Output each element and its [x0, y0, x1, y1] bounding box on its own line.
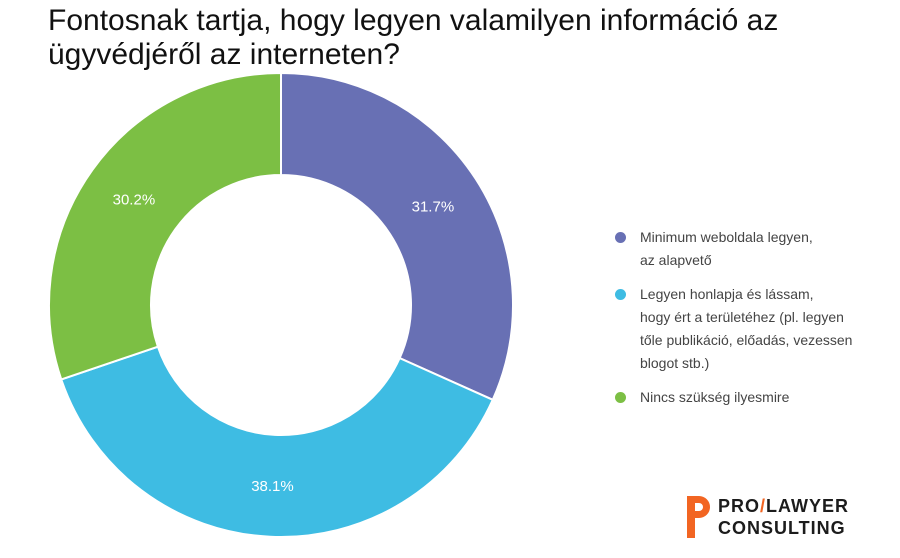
logo-wordmark: PRO/LAWYER CONSULTING — [718, 495, 849, 539]
chart-title-line-1: Fontosnak tartja, hogy legyen valamilyen… — [48, 4, 779, 37]
logo-pro: PRO — [718, 496, 761, 516]
slice-data-label: 38.1% — [251, 478, 294, 495]
legend-label-line: hogy ért a területéhez (pl. legyen — [640, 309, 844, 325]
chart-title-line-2: ügyvédjéről az interneten? — [48, 38, 400, 71]
legend-item: Legyen honlapja és lássam, hogy ért a te… — [604, 283, 864, 375]
logo-p-icon — [687, 496, 710, 538]
logo-line-2: CONSULTING — [718, 518, 846, 538]
legend-label-line: blogot stb.) — [640, 355, 710, 371]
logo-line-1: PRO/LAWYER — [718, 495, 849, 517]
legend-label-line: az alapvető — [640, 252, 712, 268]
legend-swatch — [615, 392, 626, 403]
legend-item: Nincs szükség ilyesmire — [604, 386, 864, 409]
chart-legend: Minimum weboldala legyen, az alapvető Le… — [604, 226, 864, 409]
legend-label-line: tőle publikáció, előadás, vezessen — [640, 332, 853, 348]
legend-swatch — [615, 232, 626, 243]
legend-label-line: Legyen honlapja és lássam, — [640, 286, 814, 302]
donut-slice — [60, 345, 495, 538]
donut-chart: 31.7% 38.1% 30.2% — [48, 71, 514, 538]
slice-data-label: 30.2% — [113, 192, 156, 209]
logo-slash: / — [760, 496, 767, 516]
logo-lawyer: LAWYER — [766, 496, 850, 516]
donut-slice — [48, 71, 282, 381]
legend-item: Minimum weboldala legyen, az alapvető — [604, 226, 864, 272]
slice-data-label: 31.7% — [412, 199, 455, 216]
legend-swatch — [615, 289, 626, 300]
chart-title: Fontosnak tartja, hogy legyen valamilyen… — [48, 4, 888, 72]
company-logo: PRO/LAWYER CONSULTING — [684, 492, 884, 542]
donut-slice — [280, 71, 514, 402]
legend-label-line: Minimum weboldala legyen, — [640, 229, 813, 245]
legend-label-line: Nincs szükség ilyesmire — [640, 389, 790, 405]
